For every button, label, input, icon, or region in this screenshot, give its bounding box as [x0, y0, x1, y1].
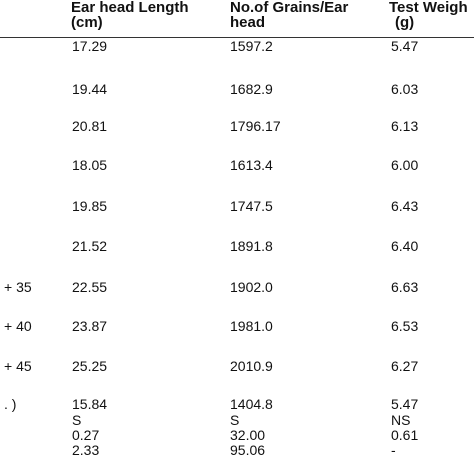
row-label: + 40 — [4, 318, 32, 334]
cell-test-weight: 6.27 — [391, 358, 419, 374]
header-grains-per-ear-head: No.of Grains/Ear — [230, 0, 349, 16]
cell-ear-head-length: 17.29 — [72, 38, 108, 54]
cell-grains: 1747.5 — [230, 198, 273, 214]
cell-test-weight: 6.03 — [391, 81, 419, 97]
header-ear-head-length: Ear head Length — [71, 0, 189, 16]
stat-row-length: 2.33 — [72, 442, 100, 458]
header-rule — [0, 37, 474, 38]
header-grains-per-ear-head-cont: head — [230, 14, 266, 31]
cell-ear-head-length: 19.44 — [72, 81, 108, 97]
cell-ear-head-length: 22.55 — [72, 279, 108, 295]
stat-significance-weight: NS — [391, 412, 411, 428]
cell-ear-head-length: 20.81 — [72, 118, 108, 134]
cell-grains: 1404.8 — [230, 396, 273, 412]
cell-test-weight: 6.63 — [391, 279, 419, 295]
stat-row-weight: 0.61 — [391, 427, 419, 443]
cell-grains: 1891.8 — [230, 238, 273, 254]
stat-row-length: 0.27 — [72, 427, 100, 443]
cell-ear-head-length: 23.87 — [72, 318, 108, 334]
cell-grains: 1682.9 — [230, 81, 273, 97]
cell-test-weight: 6.43 — [391, 198, 419, 214]
header-test-weight-unit: (g) — [395, 14, 415, 31]
stat-significance-length: S — [72, 412, 82, 428]
cell-ear-head-length: 15.84 — [72, 396, 108, 412]
cell-test-weight: 6.40 — [391, 238, 419, 254]
cell-grains: 1981.0 — [230, 318, 273, 334]
stat-row-grains: 32.00 — [230, 427, 266, 443]
cell-ear-head-length: 19.85 — [72, 198, 108, 214]
header-test-weight: Test Weigh — [389, 0, 468, 16]
cell-grains: 1902.0 — [230, 279, 273, 295]
cell-grains: 2010.9 — [230, 358, 273, 374]
stat-row-weight: - — [391, 442, 396, 458]
cell-test-weight: 6.13 — [391, 118, 419, 134]
cell-test-weight: 6.00 — [391, 157, 419, 173]
header-ear-head-length-unit: (cm) — [71, 14, 103, 31]
row-label: + 45 — [4, 358, 32, 374]
cell-grains: 1796.17 — [230, 118, 281, 134]
cell-grains: 1597.2 — [230, 38, 273, 54]
cell-test-weight: 6.53 — [391, 318, 419, 334]
stat-row-grains: 95.06 — [230, 442, 266, 458]
stat-significance-grains: S — [230, 412, 240, 428]
cell-test-weight: 5.47 — [391, 396, 419, 412]
cell-ear-head-length: 18.05 — [72, 157, 108, 173]
cell-grains: 1613.4 — [230, 157, 273, 173]
cell-ear-head-length: 21.52 — [72, 238, 108, 254]
row-label: + 35 — [4, 279, 32, 295]
row-label: . ) — [4, 396, 17, 412]
cell-ear-head-length: 25.25 — [72, 358, 108, 374]
cell-test-weight: 5.47 — [391, 38, 419, 54]
